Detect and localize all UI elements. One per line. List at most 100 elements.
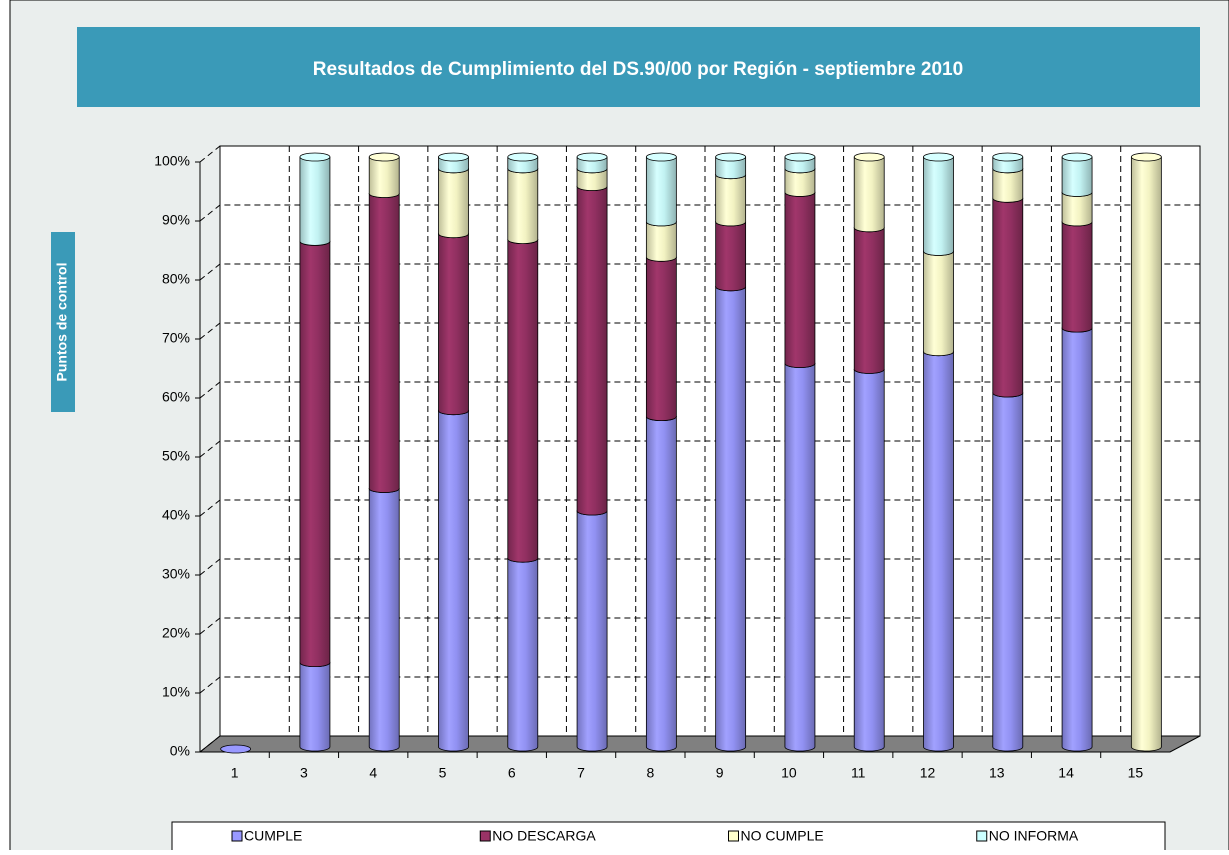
grid-line [199,322,1200,340]
bar-segment [992,197,1024,398]
bar-cap [784,152,816,162]
bar-segment [992,168,1024,203]
x-tick-label: 12 [920,765,936,781]
x-tick-label: 10 [781,765,797,781]
grid-line [199,617,1200,635]
bar-cap [507,152,539,162]
y-tick-label: 100% [154,153,190,169]
bar-segment [715,174,747,227]
bar-segment [645,416,677,752]
bar-cap [853,152,885,162]
y-tick-label: 20% [162,625,190,641]
bar-segment [923,351,954,752]
x-tick-label: 7 [577,765,585,781]
x-tick-label: 3 [300,765,308,781]
bar-segment [1061,156,1093,197]
x-tick-label: 15 [1128,765,1144,781]
y-label-banner [51,232,75,412]
bar-segment [853,227,885,374]
bar-segment [299,662,331,752]
bar-segment [1061,221,1093,333]
bar-segment [1061,192,1093,227]
x-tick-label: 1 [231,765,239,781]
y-tick-label: 90% [162,212,190,228]
bar-segment [715,286,747,752]
x-tick-label: 13 [989,765,1005,781]
bar-segment [507,557,539,752]
bar-cap [1061,152,1093,162]
bar-cap [299,152,331,162]
title-banner [77,27,1200,107]
bar-segment [784,156,816,174]
bar-segment [715,156,747,180]
bar-cap [368,152,400,162]
bar-segment [645,256,677,421]
bar-cap [715,152,747,162]
bar-cap [992,152,1024,162]
legend-swatch [479,830,491,842]
bar-segment [438,410,469,752]
bar-segment [1130,156,1162,752]
bar-segment [438,168,469,239]
y-axis-label: Puntos de control [54,263,70,382]
grid-line [199,263,1200,281]
bar-segment [992,156,1024,174]
bar-segment [507,156,539,174]
legend-label: CUMPLE [244,828,302,844]
bar-segment [507,168,539,244]
floor [198,735,1201,753]
grid-line [199,499,1200,517]
y-tick-label: 10% [162,684,190,700]
bar-segment [853,156,885,233]
bar-segment [992,392,1024,752]
bar-segment [368,488,400,752]
bar-cap [1130,152,1162,162]
x-tick-label: 4 [369,765,377,781]
legend-swatch [976,830,988,842]
bar-segment [576,186,608,516]
bar-segment [853,369,885,752]
bar-segment [645,156,677,227]
x-tick-label: 11 [851,765,866,781]
x-tick-label: 14 [1058,765,1074,781]
bar-cap [576,152,608,162]
bar-segment [784,192,816,368]
grid-line [199,676,1200,694]
bar-segment [576,156,608,174]
legend-swatch [728,830,739,842]
bar-segment [299,156,331,246]
bar-segment [576,510,608,752]
y-tick-label: 70% [162,330,190,346]
bar-segment [507,239,539,563]
legend-swatch [231,830,243,842]
y-tick-label: 80% [162,271,190,287]
y-tick-label: 0% [170,743,190,759]
grid-line [199,735,1200,753]
bar-cap [645,152,677,162]
bar-segment [784,168,816,197]
x-tick-label: 6 [508,765,516,781]
chart-title: Resultados de Cumplimiento del DS.90/00 … [313,59,963,80]
bar-segment [1061,327,1093,752]
bar-segment [438,233,469,416]
x-tick-label: 5 [439,765,447,781]
bar-segment [299,240,331,668]
bar-segment [576,168,608,191]
grid-line [199,381,1200,399]
legend-label: NO CUMPLE [741,828,824,844]
x-tick-label: 9 [716,765,724,781]
bar-segment [715,221,747,292]
grid-line [199,204,1200,222]
y-tick-label: 60% [162,389,190,405]
bar-segment [368,156,400,198]
y-tick-label: 30% [162,566,190,582]
grid-line [199,558,1200,576]
bar-segment [438,156,469,174]
x-tick-label: 8 [646,765,654,781]
grid-line [199,440,1200,458]
grid-line [199,145,1200,163]
bar-segment [784,363,816,752]
bar-segment [923,156,954,256]
